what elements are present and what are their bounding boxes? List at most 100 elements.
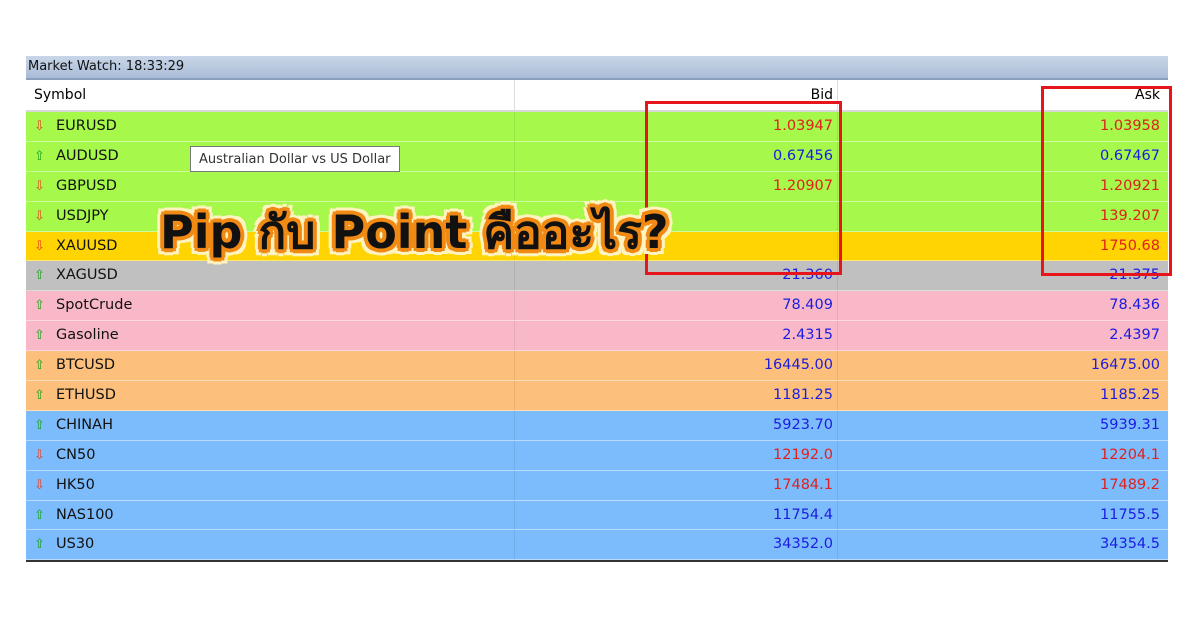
symbol-cell: ⇧ NAS100 (26, 500, 515, 530)
bid-cell: 34352.0 (515, 530, 838, 560)
bid-cell: 5923.70 (515, 410, 838, 440)
symbol-name: XAUUSD (56, 237, 118, 254)
table-row[interactable]: ⇧ BTCUSD 16445.00 16475.00 (26, 351, 1168, 382)
symbol-name: HK50 (56, 476, 95, 493)
arrow-up-icon: ⇧ (34, 148, 45, 164)
column-header-bid[interactable]: Bid (515, 80, 838, 110)
table-row[interactable]: ⇧ Gasoline 2.4315 2.4397 (26, 321, 1168, 352)
ask-cell: 139.207 (1100, 207, 1160, 224)
bid-cell: 1.20907 (515, 171, 838, 201)
symbol-cell: ⇧ SpotCrude (26, 291, 515, 321)
symbol-name: NAS100 (56, 506, 114, 523)
arrow-up-icon: ⇧ (34, 328, 45, 344)
symbol-name: GBPUSD (56, 177, 117, 194)
symbol-name: USDJPY (56, 207, 109, 224)
ask-cell: 16475.00 (1090, 357, 1160, 374)
ask-cell: 17489.2 (1100, 476, 1160, 493)
bid-cell: 17484.1 (515, 470, 838, 500)
ask-cell: 12204.1 (1100, 446, 1160, 463)
symbol-cell: ⇩ GBPUSD (26, 171, 515, 201)
ask-cell: 1750.68 (1100, 237, 1160, 254)
symbol-cell: ⇩ XAUUSD (26, 231, 515, 261)
arrow-down-icon: ⇩ (34, 477, 45, 493)
bid-cell: 2.4315 (515, 321, 838, 351)
arrow-up-icon: ⇧ (34, 417, 45, 433)
symbol-cell: ⇩ CN50 (26, 440, 515, 470)
ask-cell: 78.436 (1109, 297, 1160, 314)
ask-cell: 1185.25 (1100, 387, 1160, 404)
bid-cell: 0.67456 (515, 141, 838, 171)
arrow-up-icon: ⇧ (34, 507, 45, 523)
bid-cell: 78.409 (515, 291, 838, 321)
symbol-cell: ⇧ AUDUSD (26, 141, 515, 171)
table-body: ⇩ EURUSD 1.03947 1.03958 ⇧ AUDUSD 0.6745… (26, 112, 1168, 561)
bid-cell (515, 231, 838, 261)
symbol-name: XAGUSD (56, 267, 118, 284)
bid-highlight-box (645, 101, 842, 275)
symbol-cell: ⇧ CHINAH (26, 410, 515, 440)
ask-cell: 5939.31 (1100, 416, 1160, 433)
overlay-title: Pip กับ Point คืออะไร? (160, 205, 669, 259)
symbol-name: Gasoline (56, 327, 119, 344)
symbol-cell: ⇧ Gasoline (26, 321, 515, 351)
symbol-tooltip: Australian Dollar vs US Dollar (190, 146, 400, 172)
table-row[interactable]: ⇩ GBPUSD 1.20907 1.20921 (26, 171, 1168, 202)
bid-cell (515, 201, 838, 231)
arrow-down-icon: ⇩ (34, 178, 45, 194)
arrow-down-icon: ⇩ (34, 447, 45, 463)
table-row[interactable]: ⇧ SpotCrude 78.409 78.436 (26, 291, 1168, 322)
arrow-up-icon: ⇧ (34, 268, 45, 284)
ask-cell: 1.03958 (1100, 118, 1160, 134)
bid-cell: 1.03947 (515, 112, 838, 141)
symbol-name: CN50 (56, 446, 96, 463)
symbol-name: AUDUSD (56, 147, 119, 164)
table-row[interactable]: ⇧ US30 34352.0 34354.5 (26, 530, 1168, 561)
symbol-name: ETHUSD (56, 386, 116, 403)
arrow-down-icon: ⇩ (34, 208, 45, 224)
table-header: Symbol Bid Ask (26, 80, 1168, 112)
table-row[interactable]: ⇧ XAGUSD 21.360 21.375 (26, 261, 1168, 292)
symbol-cell: ⇧ ETHUSD (26, 381, 515, 410)
market-watch-window: Market Watch: 18:33:29 Symbol Bid Ask ⇩ … (26, 56, 1168, 563)
bid-cell: 16445.00 (515, 351, 838, 381)
table-row[interactable]: ⇩ HK50 17484.1 17489.2 (26, 470, 1168, 501)
ask-highlight-box (1041, 86, 1172, 276)
symbol-cell: ⇩ EURUSD (26, 112, 515, 141)
table-row[interactable]: ⇩ XAUUSD 1750.68 (26, 231, 1168, 262)
table-row[interactable]: ⇩ CN50 12192.0 12204.1 (26, 440, 1168, 471)
arrow-up-icon: ⇧ (34, 298, 45, 314)
symbol-cell: ⇧ XAGUSD (26, 261, 515, 291)
arrow-up-icon: ⇧ (34, 358, 45, 374)
symbol-name: BTCUSD (56, 357, 116, 374)
bid-cell: 1181.25 (515, 381, 838, 410)
table-row[interactable]: ⇧ AUDUSD 0.67456 0.67467 (26, 141, 1168, 172)
symbol-cell: ⇧ US30 (26, 530, 515, 560)
arrow-down-icon: ⇩ (34, 238, 45, 254)
arrow-up-icon: ⇧ (34, 537, 45, 553)
window-title: Market Watch: 18:33:29 (26, 56, 1168, 80)
symbol-cell: ⇧ BTCUSD (26, 351, 515, 381)
ask-cell: 2.4397 (1109, 327, 1160, 344)
column-header-symbol[interactable]: Symbol (26, 80, 515, 110)
table-row[interactable]: ⇧ ETHUSD 1181.25 1185.25 (26, 381, 1168, 411)
column-header-ask[interactable]: Ask (1135, 87, 1160, 103)
table-row[interactable]: ⇧ NAS100 11754.4 11755.5 (26, 500, 1168, 531)
ask-cell: 1.20921 (1100, 177, 1160, 194)
table-bottom-border (26, 560, 1168, 563)
bid-cell: 21.360 (515, 261, 838, 291)
symbol-name: EURUSD (56, 117, 117, 134)
ask-cell: 11755.5 (1100, 506, 1160, 523)
table-row[interactable]: ⇩ EURUSD 1.03947 1.03958 (26, 112, 1168, 142)
ask-cell: 0.67467 (1100, 147, 1160, 164)
table-row[interactable]: ⇧ CHINAH 5923.70 5939.31 (26, 410, 1168, 441)
arrow-up-icon: ⇧ (34, 387, 45, 403)
symbol-cell: ⇩ HK50 (26, 470, 515, 500)
bid-cell: 12192.0 (515, 440, 838, 470)
bid-cell: 11754.4 (515, 500, 838, 530)
symbol-cell: ⇩ USDJPY (26, 201, 515, 231)
ask-cell: 34354.5 (1100, 536, 1160, 553)
arrow-down-icon: ⇩ (34, 118, 45, 134)
symbol-name: US30 (56, 536, 95, 553)
table-row[interactable]: ⇩ USDJPY 139.207 (26, 201, 1168, 232)
symbol-name: SpotCrude (56, 297, 133, 314)
